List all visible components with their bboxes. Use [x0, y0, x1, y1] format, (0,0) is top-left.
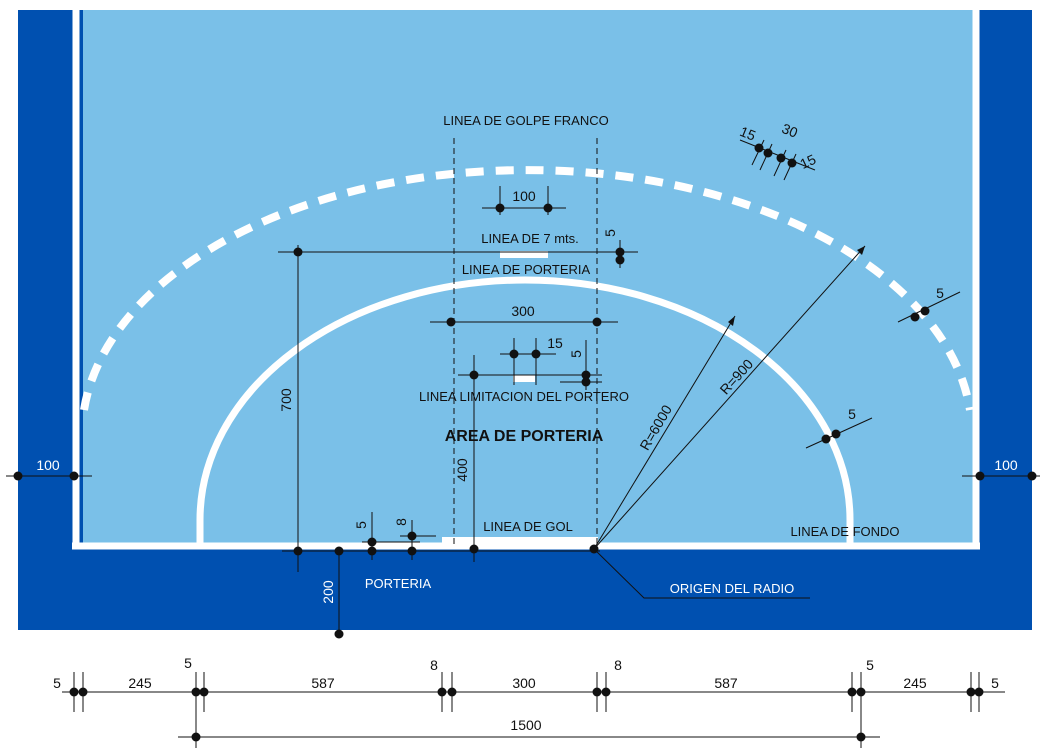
dim-15b-arc: 15 — [797, 151, 818, 172]
dim-30-arc: 30 — [780, 120, 801, 141]
free-throw-dashed-arc — [80, 166, 974, 411]
dim-line-arc-thickness — [739, 139, 816, 171]
radius-arrow-6000 — [728, 316, 735, 326]
label-origen-radio: ORIGEN DEL RADIO — [670, 581, 794, 596]
dim-dot — [920, 306, 930, 316]
origin-leader — [593, 548, 810, 599]
label-linea-gol: LINEA DE GOL — [483, 519, 573, 534]
dim-100-right: 100 — [994, 457, 1018, 473]
bottom-dim-5-a: 5 — [53, 675, 61, 691]
label-porteria: PORTERIA — [365, 576, 432, 591]
label-linea-fondo: LINEA DE FONDO — [790, 524, 899, 539]
bottom-dim-300-f: 300 — [512, 675, 536, 691]
radius-line-6000 — [593, 315, 736, 550]
dim-dot — [293, 247, 303, 257]
dim-dot — [831, 429, 841, 439]
bottom-dim-dots — [69, 687, 984, 742]
dim-5-arc: 5 — [848, 406, 856, 422]
dim-15-arc: 15 — [738, 123, 759, 144]
bottom-dim-5-i: 5 — [866, 657, 874, 673]
dim-dot — [975, 471, 985, 481]
bottom-dim-8-e: 8 — [430, 657, 438, 673]
seven-meter-line-mark — [500, 251, 548, 258]
bottom-dim-8-g: 8 — [614, 657, 622, 673]
dim-200: 200 — [320, 580, 336, 604]
bottom-dim-1500: 1500 — [510, 717, 541, 733]
radius-arrow-900 — [857, 246, 865, 255]
dim-700: 700 — [278, 388, 294, 412]
goalkeeper-limit-mark — [513, 375, 535, 382]
dim-tick — [759, 143, 773, 171]
bottom-dim-5-c: 5 — [184, 655, 192, 671]
dim-5-dash: 5 — [936, 285, 944, 301]
dim-dot — [910, 312, 920, 322]
dim-line-5-dash — [897, 291, 961, 323]
label-linea-limitacion: LINEA LIMITACION DEL PORTERO — [419, 389, 629, 404]
radius-line-900 — [593, 245, 866, 550]
goal-area-arc — [196, 276, 854, 543]
dim-300: 300 — [511, 303, 535, 319]
dim-dot — [592, 317, 602, 327]
dim-dot — [69, 471, 79, 481]
dim-dot — [334, 629, 344, 639]
dim-100-top: 100 — [512, 188, 536, 204]
bottom-dim-587-d: 587 — [311, 675, 335, 691]
dim-100-left: 100 — [36, 457, 60, 473]
dim-dot — [446, 317, 456, 327]
dim-dot — [469, 544, 479, 554]
dim-dot — [13, 471, 23, 481]
bottom-dim-245-j: 245 — [903, 675, 927, 691]
dim-8-small: 8 — [393, 518, 409, 526]
dim-400: 400 — [454, 458, 470, 482]
bottom-dim-587-h: 587 — [714, 675, 738, 691]
bottom-dim-5-k: 5 — [991, 675, 999, 691]
dim-dot — [821, 434, 831, 444]
dim-5-7m: 5 — [602, 229, 618, 237]
dim-dot — [1027, 471, 1037, 481]
dim-tick — [783, 153, 797, 181]
dim-5-mid: 5 — [568, 350, 584, 358]
label-linea-7m: LINEA DE 7 mts. — [481, 231, 579, 246]
dim-5-small: 5 — [353, 521, 369, 529]
dim-tick — [751, 139, 765, 166]
label-linea-porteria: LINEA DE PORTERIA — [462, 262, 591, 277]
dim-tick — [773, 149, 787, 177]
label-area-porteria: AREA DE PORTERIA — [445, 428, 604, 445]
label-linea-golpe-franco: LINEA DE GOLPE FRANCO — [443, 113, 608, 128]
dim-15-mid: 15 — [547, 335, 563, 351]
bottom-dim-245-b: 245 — [128, 675, 152, 691]
court-light-zone — [83, 10, 973, 543]
